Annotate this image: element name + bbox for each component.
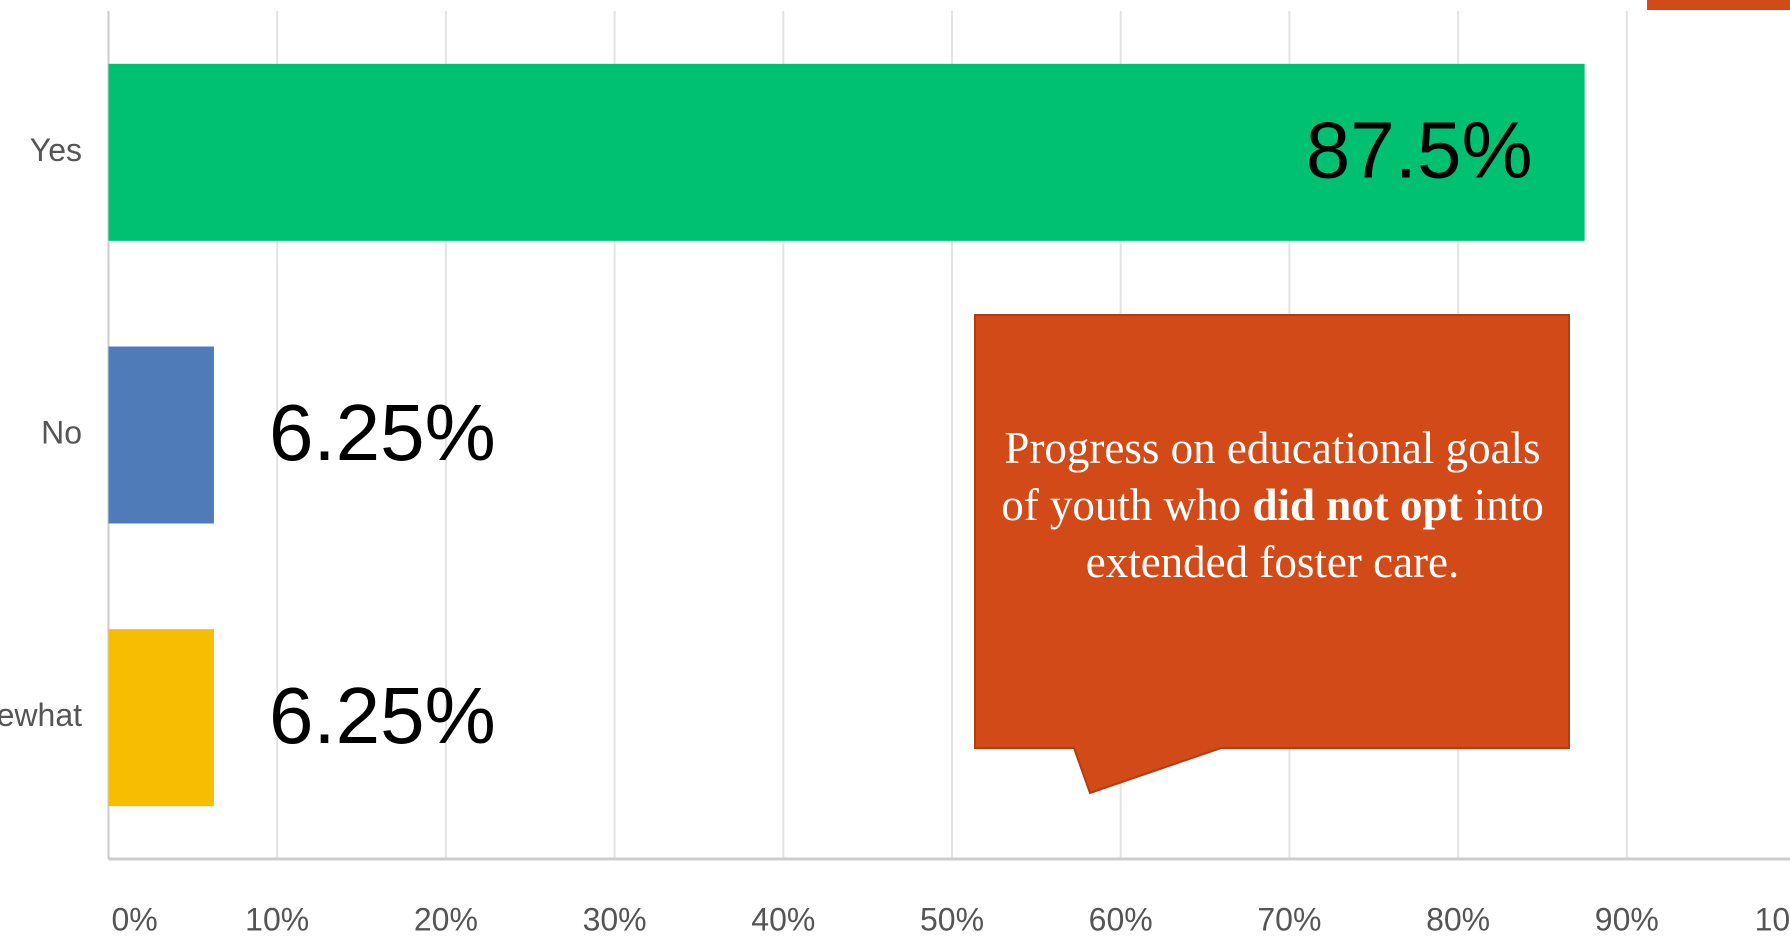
x-tick-label: 50%: [920, 901, 984, 937]
x-tick-label: 10%: [245, 901, 309, 937]
value-label: 6.25%: [269, 388, 496, 477]
x-tick-label: 60%: [1089, 901, 1153, 937]
x-tick-label: 90%: [1595, 901, 1659, 937]
callout-text-part: Progress on educational goals of youth w…: [1001, 423, 1541, 530]
y-tick-label: No: [41, 414, 82, 450]
x-tick-label: 40%: [751, 901, 815, 937]
x-tick-label: 80%: [1426, 901, 1490, 937]
bar: [108, 346, 214, 524]
x-tick-label: 20%: [414, 901, 478, 937]
bar: [108, 629, 214, 807]
value-label: 6.25%: [269, 671, 496, 760]
callout: [974, 314, 1570, 795]
bar: [108, 63, 1585, 241]
callout-text-part: into extended foster care.: [1085, 480, 1544, 587]
y-tick-label: Yes: [30, 132, 82, 168]
callout-text: Progress on educational goals of youth w…: [990, 420, 1555, 591]
x-tick-label: 70%: [1257, 901, 1321, 937]
y-tick-label: Somewhat: [0, 697, 82, 733]
x-tick-label: 30%: [583, 901, 647, 937]
callout-text-part: did not opt: [1252, 480, 1463, 530]
value-label: 87.5%: [1306, 105, 1533, 194]
corner-shape: [1647, 0, 1790, 10]
x-tick-label: 100%: [1755, 901, 1790, 937]
x-tick-label: 0%: [112, 901, 158, 937]
